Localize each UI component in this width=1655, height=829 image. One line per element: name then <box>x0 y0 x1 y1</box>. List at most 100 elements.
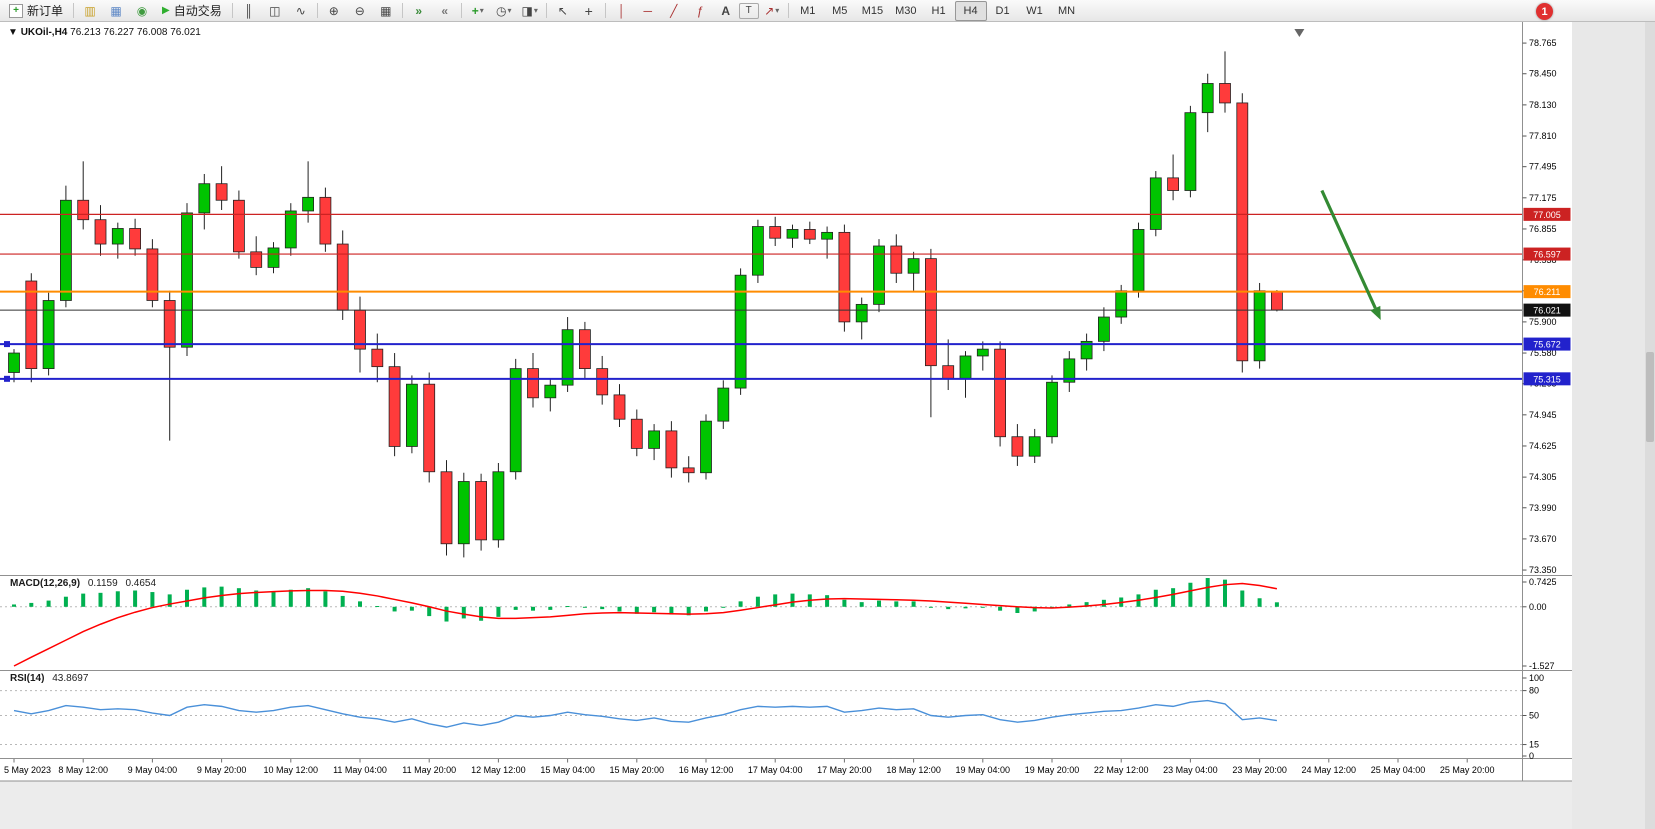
auto-trading-button[interactable]: ▶ 自动交易 <box>155 1 229 21</box>
macd-histogram-bar <box>1188 582 1193 607</box>
macd-histogram-bar <box>236 588 241 607</box>
notification-badge[interactable]: 1 <box>1536 3 1553 20</box>
market-watch-icon[interactable]: ▥ <box>84 3 96 18</box>
candle-up <box>267 247 280 268</box>
macd-histogram-bar <box>306 588 311 607</box>
text-label-icon[interactable]: T <box>738 2 759 19</box>
hline-price-box <box>1523 285 1571 299</box>
candle-down <box>371 348 384 368</box>
timeframe-w1[interactable]: W1 <box>1026 4 1043 17</box>
macd-histogram-bar <box>392 606 397 612</box>
macd-histogram-bar <box>29 602 34 607</box>
indicators-button[interactable]: + ▾ <box>465 1 491 21</box>
hline-price-label: 76.211 <box>1534 287 1561 297</box>
trend-arrow-head[interactable] <box>1370 305 1381 320</box>
timeframe-d1[interactable]: D1 <box>995 4 1010 17</box>
macd-histogram-bar <box>496 606 501 617</box>
tile-windows-icon[interactable]: ▦ <box>380 3 392 18</box>
chevron-down-icon: ▾ <box>507 6 512 15</box>
separator <box>316 3 318 18</box>
macd-name: MACD(12,26,9) <box>10 578 81 589</box>
auto-scroll-icon[interactable]: » <box>415 3 423 18</box>
vertical-scrollbar[interactable] <box>1645 22 1655 829</box>
timeframe-m1[interactable]: M1 <box>800 4 816 17</box>
trend-arrow[interactable] <box>1320 189 1377 309</box>
trendline-icon[interactable]: ╱ <box>670 3 678 18</box>
candlestick-chart-icon[interactable]: ◫ <box>269 3 281 18</box>
new-order-button[interactable]: + 新订单 <box>2 1 70 21</box>
line-handle[interactable] <box>4 375 10 382</box>
candle-up <box>855 303 868 323</box>
macd-histogram-bar <box>479 606 484 621</box>
macd-histogram-bar <box>928 606 933 608</box>
macd-value: 0.1159 <box>87 578 118 589</box>
timeframe-h1[interactable]: H1 <box>931 4 946 17</box>
price-axis-label: 73.350 <box>1529 565 1557 575</box>
auto-trading-label: 自动交易 <box>173 4 222 18</box>
bar-chart-icon[interactable]: ║ <box>244 3 253 18</box>
zoom-in-icon[interactable]: ⊕ <box>328 3 339 18</box>
candle-down <box>232 199 245 253</box>
cursor-icon[interactable]: ↖ <box>557 3 568 18</box>
current-price-box <box>1523 303 1571 317</box>
chart-shift-icon[interactable]: « <box>441 3 449 18</box>
candle-up <box>302 196 315 212</box>
time-axis-label: 24 May 12:00 <box>1302 765 1357 775</box>
price-axis-label: 74.945 <box>1529 410 1557 420</box>
separator <box>73 3 75 18</box>
separator <box>787 3 789 18</box>
zoom-out-icon[interactable]: ⊖ <box>354 3 365 18</box>
horizontal-line-icon[interactable]: ─ <box>643 3 652 18</box>
candle-down <box>1271 291 1283 311</box>
toolbar: + 新订单 ▥ ▦ ◉ ▶ 自动交易 ║ ◫ ∿ ⊕ ⊖ ▦ » « + ▾ ◷… <box>0 0 1655 22</box>
time-axis-label: 17 May 04:00 <box>748 765 803 775</box>
timeframe-m15[interactable]: M15 <box>861 4 884 17</box>
macd-histogram-bar <box>600 606 605 610</box>
candle-down <box>215 183 228 201</box>
periods-button[interactable]: ◷ ▾ <box>491 1 517 21</box>
vertical-line-icon[interactable]: │ <box>617 3 626 18</box>
candle-down <box>613 394 626 420</box>
arrows-tool-button[interactable]: ↗ ▾ <box>759 1 785 21</box>
time-axis-label: 17 May 20:00 <box>817 765 872 775</box>
timeframe-m5[interactable]: M5 <box>832 4 848 17</box>
macd-histogram-bar <box>634 606 639 614</box>
macd-histogram-bar <box>790 593 795 607</box>
rsi-value: 43.8697 <box>52 673 89 684</box>
separator <box>460 3 462 18</box>
macd-histogram-bar <box>617 606 622 612</box>
shift-marker-icon[interactable] <box>1294 29 1305 37</box>
macd-histogram-bar <box>1067 604 1072 607</box>
templates-button[interactable]: ◨ ▾ <box>517 1 543 21</box>
scrollbar-thumb[interactable] <box>1646 352 1654 442</box>
new-order-icon: + <box>9 3 23 18</box>
line-chart-icon[interactable]: ∿ <box>295 3 306 18</box>
candle-up <box>1063 358 1076 383</box>
workspace-filler <box>1572 22 1655 829</box>
macd-histogram-bar <box>531 606 535 611</box>
crosshair-icon[interactable]: + <box>584 2 593 19</box>
arrow-shape-icon: ↗ <box>764 3 775 18</box>
macd-histogram-bar <box>513 606 518 610</box>
navigator-icon[interactable]: ◉ <box>136 3 148 18</box>
price-axis-label: 78.130 <box>1529 100 1557 110</box>
separator <box>604 3 606 18</box>
text-icon[interactable]: A <box>721 3 731 18</box>
candle-down <box>682 467 695 474</box>
macd-histogram-bar <box>133 590 138 607</box>
candle-down <box>129 228 142 250</box>
line-handle[interactable] <box>4 341 10 348</box>
timeframe-m30[interactable]: M30 <box>895 4 917 17</box>
macd-histogram-bar <box>911 601 916 607</box>
timeframe-h4[interactable]: H4 <box>954 0 987 21</box>
candle-down <box>838 231 851 323</box>
data-window-icon[interactable]: ▦ <box>110 3 122 18</box>
macd-histogram-bar <box>81 593 86 607</box>
fibonacci-icon[interactable]: ƒ <box>696 3 704 18</box>
rsi-line <box>13 699 1278 728</box>
collapse-arrow-icon[interactable]: ▼ <box>8 27 18 38</box>
timeframe-mn[interactable]: MN <box>1057 4 1076 17</box>
hline-price-box <box>1523 337 1571 351</box>
macd-signal-value: 0.4654 <box>125 578 157 589</box>
candle-up <box>648 430 660 449</box>
